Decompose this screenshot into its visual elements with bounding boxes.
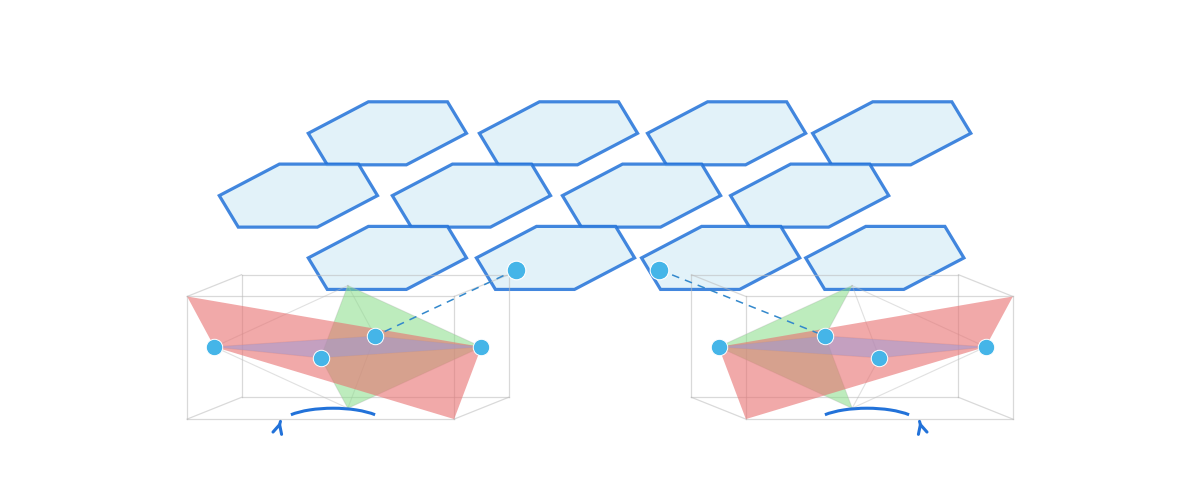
Polygon shape bbox=[719, 286, 852, 408]
Point bbox=[472, 343, 491, 351]
Polygon shape bbox=[805, 226, 964, 290]
Point bbox=[506, 266, 526, 274]
Polygon shape bbox=[476, 226, 635, 290]
Polygon shape bbox=[187, 296, 481, 419]
Point bbox=[815, 332, 834, 340]
Polygon shape bbox=[220, 164, 378, 227]
Polygon shape bbox=[479, 102, 637, 165]
Point bbox=[976, 343, 995, 351]
Polygon shape bbox=[719, 336, 985, 358]
Point bbox=[366, 332, 385, 340]
Point bbox=[649, 266, 668, 274]
Polygon shape bbox=[719, 296, 1013, 419]
Polygon shape bbox=[215, 336, 481, 358]
Point bbox=[311, 354, 330, 362]
Polygon shape bbox=[731, 164, 889, 227]
Polygon shape bbox=[642, 226, 799, 290]
Point bbox=[870, 354, 889, 362]
Polygon shape bbox=[308, 102, 467, 165]
Polygon shape bbox=[392, 164, 551, 227]
Point bbox=[709, 343, 728, 351]
Polygon shape bbox=[563, 164, 721, 227]
Polygon shape bbox=[308, 226, 467, 290]
Polygon shape bbox=[320, 286, 481, 408]
Point bbox=[205, 343, 224, 351]
Polygon shape bbox=[648, 102, 805, 165]
Polygon shape bbox=[812, 102, 971, 165]
